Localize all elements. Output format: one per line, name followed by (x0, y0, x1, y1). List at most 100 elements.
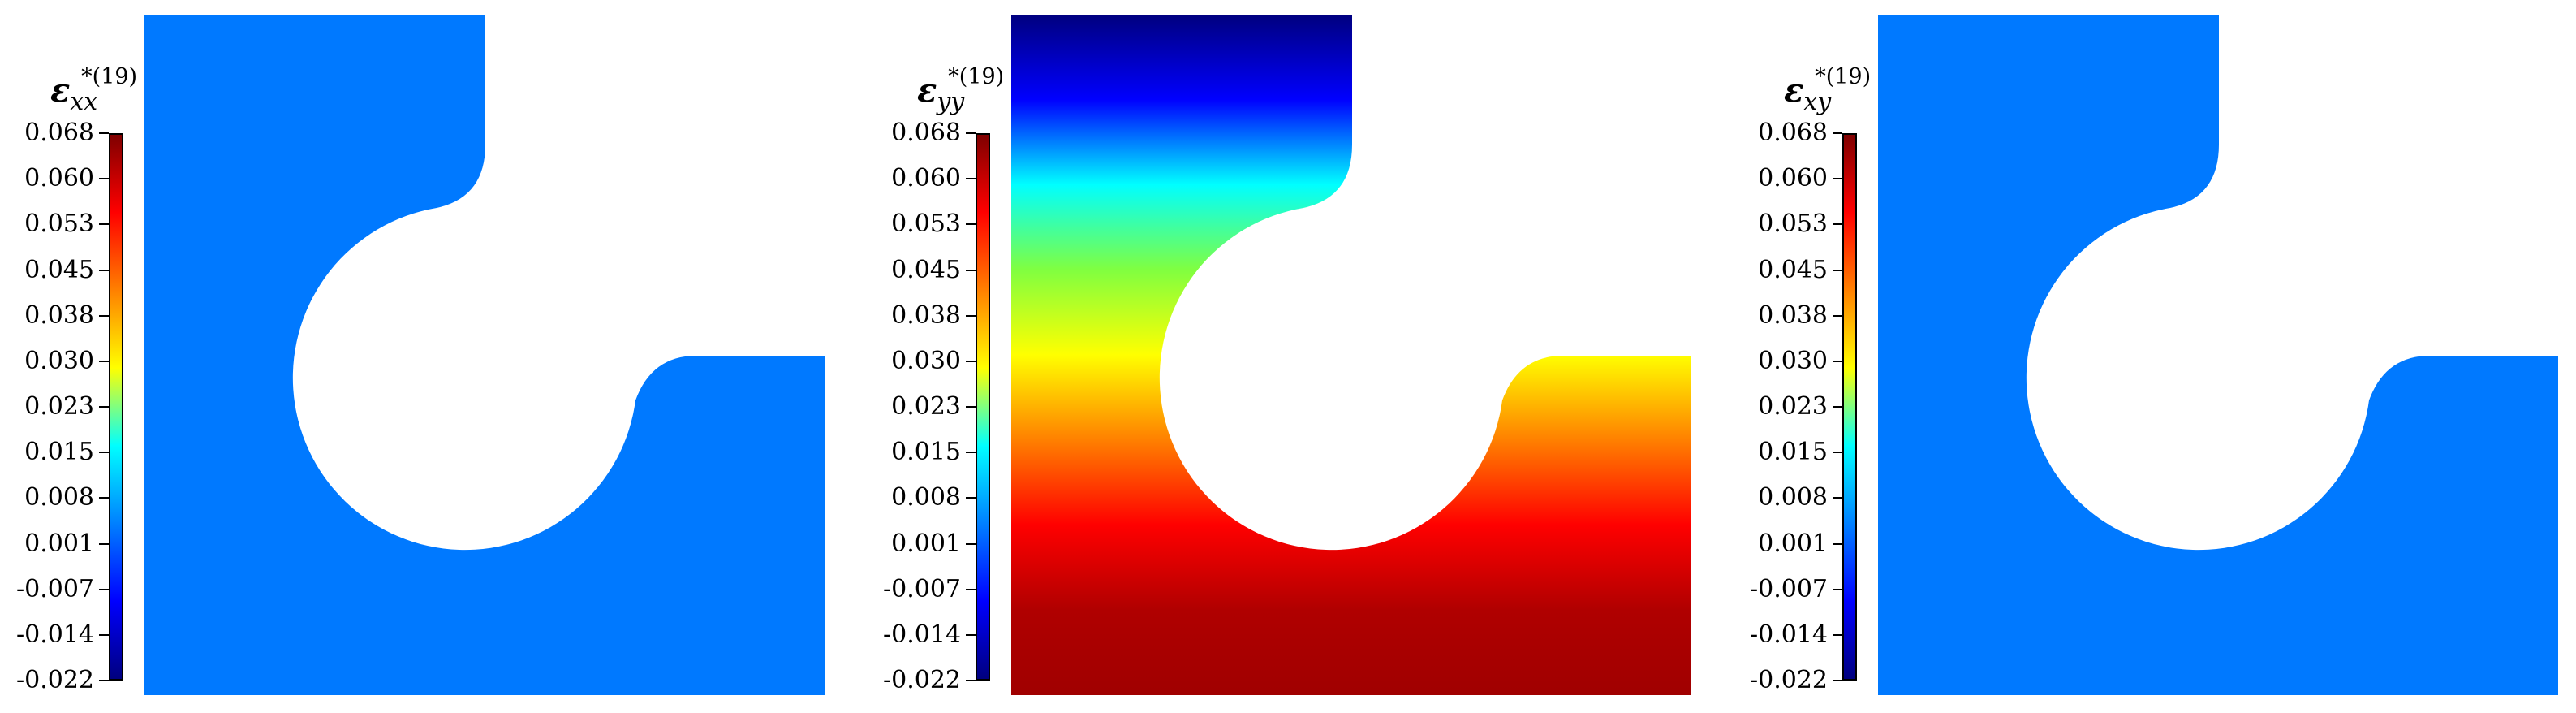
colorbar-tick-label: 0.008 (891, 483, 961, 512)
colorbar (976, 133, 990, 681)
colorbar-tick (1833, 497, 1842, 499)
colorbar-tick-label: 0.023 (1758, 392, 1828, 421)
strain-subscript: yy (937, 88, 965, 116)
colorbar-tick (966, 360, 976, 362)
colorbar-tick-label: -0.022 (882, 666, 961, 694)
colorbar-tick-label: 0.053 (891, 210, 961, 239)
colorbar-tick (99, 588, 109, 590)
panel-yy: εyy*(19) 0.068 0.060 0.053 0.045 0.038 0.030 0.… (867, 0, 1725, 713)
colorbar-tick (1833, 314, 1842, 317)
colorbar-tick (1833, 406, 1842, 408)
colorbar-tick-label: 0.030 (24, 346, 94, 375)
colorbar-tick-label: 0.053 (1758, 210, 1828, 239)
colorbar-tick (99, 178, 109, 180)
colorbar-tick-label: 0.038 (891, 300, 961, 330)
colorbar-tick-label: 0.015 (891, 438, 961, 467)
panel-xy: εxy*(19) 0.068 0.060 0.053 0.045 0.038 0.030 0.… (1734, 0, 2576, 713)
strain-superscript: *(19) (1815, 64, 1872, 89)
colorbar-tick (99, 360, 109, 362)
colorbar-tick-label: 0.023 (891, 392, 961, 421)
colorbar-title: εyy*(19) (917, 66, 1004, 115)
strain-symbol: ε (1784, 71, 1804, 110)
colorbar-tick-label: -0.014 (882, 620, 961, 649)
colorbar-tick-label: -0.014 (1749, 620, 1828, 649)
colorbar-tick (1833, 269, 1842, 271)
colorbar-tick-label: 0.053 (24, 210, 94, 239)
colorbar-tick-label: 0.008 (24, 483, 94, 512)
colorbar-tick-label: 0.045 (24, 255, 94, 284)
colorbar-title: εxx*(19) (50, 66, 137, 115)
colorbar-tick-label: 0.001 (24, 529, 94, 558)
colorbar-tick (1833, 452, 1842, 454)
colorbar-tick-label: -0.014 (15, 620, 94, 649)
colorbar-tick (966, 178, 976, 180)
colorbar-tick-label: -0.022 (15, 666, 94, 694)
colorbar-tick (99, 497, 109, 499)
specimen-body (144, 15, 825, 695)
strain-subscript: xy (1803, 88, 1832, 116)
colorbar-tick-label: 0.030 (891, 346, 961, 375)
colorbar-tick (99, 406, 109, 408)
colorbar-tick (1833, 360, 1842, 362)
colorbar-tick (1833, 680, 1842, 681)
strain-superscript: *(19) (81, 64, 138, 89)
colorbar-title: εxy*(19) (1784, 66, 1871, 115)
colorbar (109, 133, 123, 681)
colorbar-tick (99, 132, 109, 134)
colorbar-tick-label: 0.060 (1758, 164, 1828, 193)
colorbar-tick (966, 633, 976, 636)
colorbar-tick (966, 314, 976, 317)
strain-subscript: xx (70, 88, 98, 116)
colorbar-tick-label: 0.015 (24, 438, 94, 467)
colorbar-tick (99, 633, 109, 636)
colorbar-tick (1833, 588, 1842, 590)
colorbar-tick (966, 497, 976, 499)
colorbar-tick (99, 269, 109, 271)
specimen-shape (1878, 15, 2558, 695)
colorbar (1842, 133, 1857, 681)
colorbar-tick-label: 0.038 (1758, 300, 1828, 330)
colorbar-tick (966, 269, 976, 271)
colorbar-tick-label: 0.045 (891, 255, 961, 284)
colorbar-tick-label: 0.030 (1758, 346, 1828, 375)
colorbar-tick (966, 542, 976, 545)
colorbar-tick (1833, 542, 1842, 545)
colorbar-tick-label: -0.022 (1749, 666, 1828, 694)
colorbar-tick-label: -0.007 (15, 574, 94, 603)
colorbar-tick (1833, 633, 1842, 636)
strain-symbol: ε (50, 71, 71, 110)
colorbar-tick (99, 680, 109, 681)
colorbar-tick (966, 680, 976, 681)
colorbar-tick (966, 406, 976, 408)
colorbar-tick (99, 314, 109, 317)
colorbar-tick (966, 452, 976, 454)
colorbar-tick-label: -0.007 (882, 574, 961, 603)
colorbar-tick (99, 542, 109, 545)
strain-symbol: ε (917, 71, 937, 110)
colorbar-tick-label: 0.045 (1758, 255, 1828, 284)
colorbar-tick (1833, 178, 1842, 180)
colorbar-tick-label: 0.068 (1758, 119, 1828, 147)
specimen-shape (144, 15, 825, 695)
panel-xx: εxx*(19) 0.068 0.060 0.053 0.045 0.038 0.030 0.… (0, 0, 859, 713)
colorbar-tick (1833, 132, 1842, 134)
colorbar-tick-label: 0.001 (891, 529, 961, 558)
strain-superscript: *(19) (948, 64, 1005, 89)
specimen-body (1011, 15, 1691, 695)
colorbar-tick-label: 0.068 (891, 119, 961, 147)
colorbar-tick-label: 0.015 (1758, 438, 1828, 467)
colorbar-tick-label: 0.060 (24, 164, 94, 193)
specimen-body (1878, 15, 2558, 695)
colorbar-tick-label: 0.068 (24, 119, 94, 147)
colorbar-tick (966, 223, 976, 226)
colorbar-tick-label: 0.008 (1758, 483, 1828, 512)
colorbar-tick-label: 0.060 (891, 164, 961, 193)
colorbar-tick-label: 0.038 (24, 300, 94, 330)
colorbar-tick (966, 132, 976, 134)
colorbar-tick (966, 588, 976, 590)
colorbar-tick-label: -0.007 (1749, 574, 1828, 603)
colorbar-tick (1833, 223, 1842, 226)
colorbar-tick (99, 223, 109, 226)
colorbar-tick-label: 0.023 (24, 392, 94, 421)
colorbar-tick (99, 452, 109, 454)
